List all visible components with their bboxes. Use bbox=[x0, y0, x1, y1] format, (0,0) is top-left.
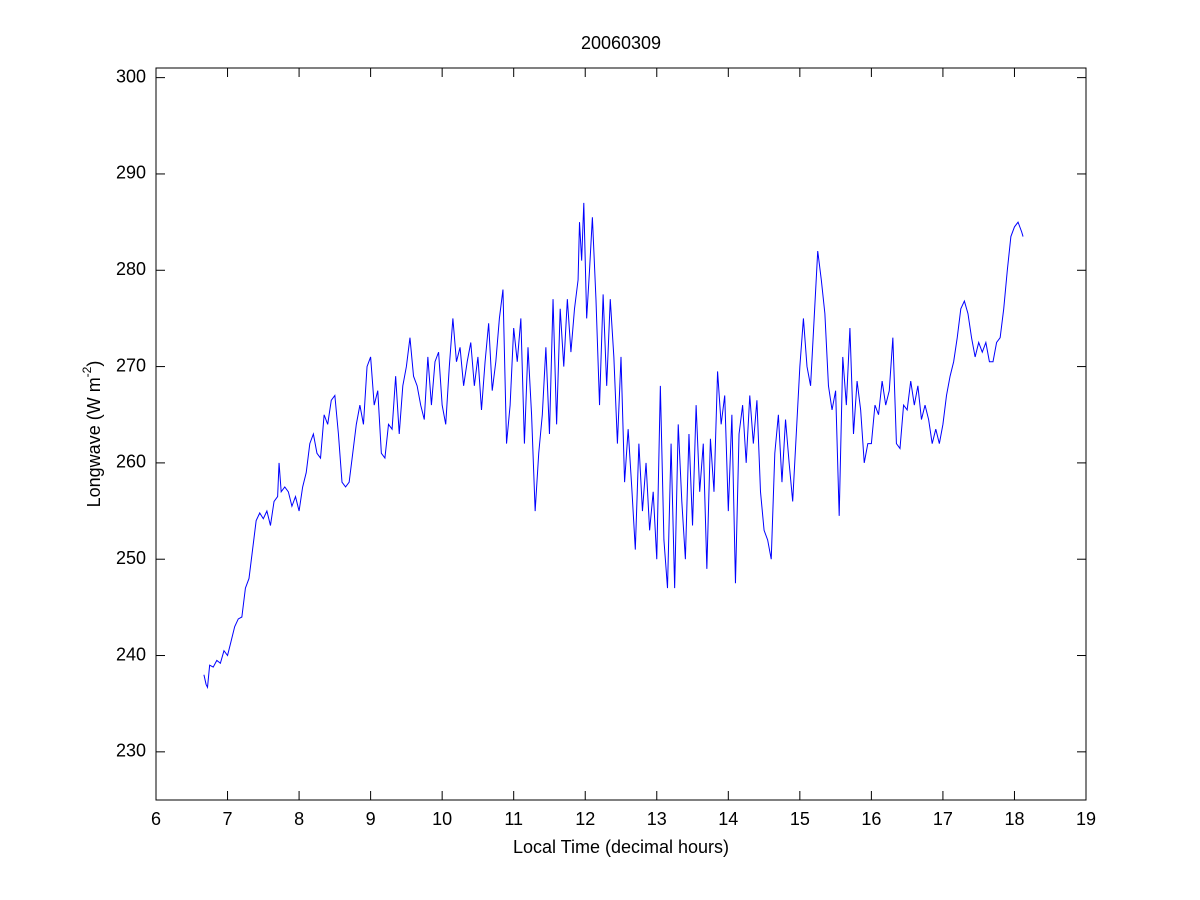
y-tick-label: 280 bbox=[116, 259, 146, 279]
plot-frame bbox=[155, 67, 1087, 801]
x-tick-label: 18 bbox=[1004, 809, 1024, 829]
y-tick-label: 240 bbox=[116, 644, 146, 664]
x-tick-label: 6 bbox=[151, 809, 161, 829]
x-tick-label: 15 bbox=[790, 809, 810, 829]
x-tick-label: 7 bbox=[223, 809, 233, 829]
x-tick-label: 9 bbox=[366, 809, 376, 829]
y-axis-label-main: Longwave (W m bbox=[84, 377, 104, 507]
x-tick-label: 8 bbox=[294, 809, 304, 829]
x-tick-label: 11 bbox=[504, 809, 523, 829]
data-line bbox=[203, 202, 1024, 690]
y-axis-label: Longwave (W m-2) bbox=[80, 361, 104, 508]
x-tick-label: 13 bbox=[647, 809, 667, 829]
y-tick-label: 290 bbox=[116, 163, 146, 183]
chart-title: 20060309 bbox=[581, 33, 661, 53]
x-tick-label: 16 bbox=[861, 809, 881, 829]
y-axis-label-end: ) bbox=[84, 361, 104, 367]
x-tick-label: 14 bbox=[718, 809, 738, 829]
x-tick-label: 10 bbox=[432, 809, 452, 829]
x-tick-label: 12 bbox=[575, 809, 595, 829]
x-axis-label: Local Time (decimal hours) bbox=[513, 837, 729, 857]
y-tick-label: 300 bbox=[116, 66, 146, 86]
x-tick-label: 17 bbox=[933, 809, 953, 829]
y-tick-label: 250 bbox=[116, 548, 146, 568]
y-tick-label: 230 bbox=[116, 741, 146, 761]
x-tick-label: 19 bbox=[1076, 809, 1096, 829]
y-tick-label: 270 bbox=[116, 355, 146, 375]
y-axis-label-exponent: -2 bbox=[80, 366, 94, 377]
y-tick-label: 260 bbox=[116, 452, 146, 472]
